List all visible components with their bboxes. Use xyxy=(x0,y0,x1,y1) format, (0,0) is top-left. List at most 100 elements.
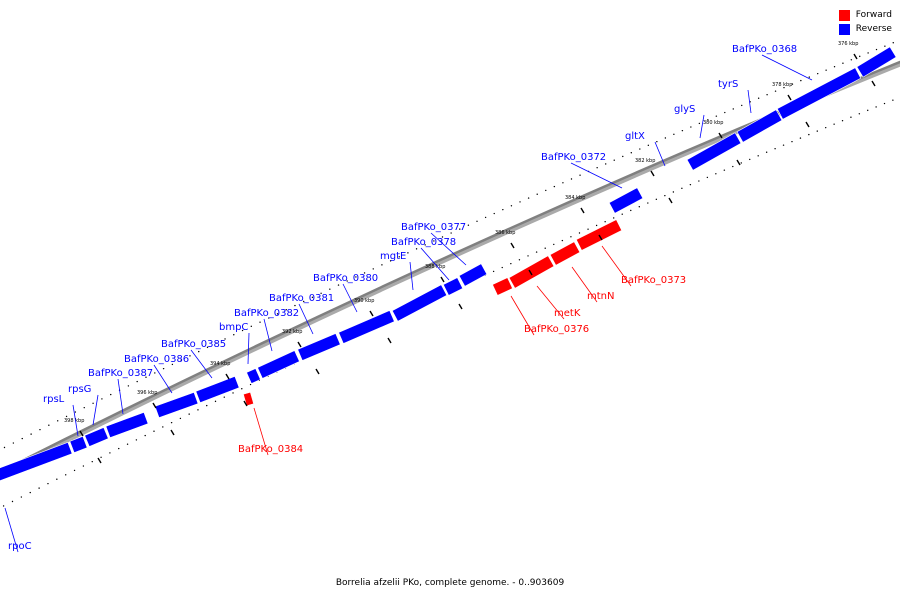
label-leader xyxy=(153,364,173,394)
tick-label: 390 kbp xyxy=(354,298,374,304)
track-dot xyxy=(741,104,743,107)
track-dot xyxy=(690,126,692,128)
track-dot xyxy=(647,202,649,204)
track-dot xyxy=(3,446,6,449)
label-leader xyxy=(117,378,124,415)
track-dot xyxy=(215,342,217,344)
track-dot xyxy=(415,248,418,250)
track-dot xyxy=(39,428,41,431)
track-dot xyxy=(604,163,607,165)
map-title: Borrelia afzelii PKo, complete genome. -… xyxy=(335,578,565,588)
track-dot xyxy=(126,443,129,445)
gene-label: metK xyxy=(554,308,581,319)
track-dot xyxy=(346,280,348,282)
track-dot xyxy=(153,430,155,432)
track-dot xyxy=(206,346,209,349)
label-leader xyxy=(654,141,666,167)
track-dot xyxy=(867,109,869,112)
track-dot xyxy=(579,174,581,176)
tick-label: 382 kbp xyxy=(635,158,655,164)
track-dot xyxy=(570,178,573,180)
tick-mark xyxy=(225,373,230,380)
tick-mark xyxy=(170,429,175,436)
track-dot xyxy=(502,208,504,211)
track-dot xyxy=(355,276,357,278)
track-dot xyxy=(527,255,529,257)
track-dot xyxy=(241,329,244,332)
track-dot xyxy=(398,256,400,258)
track-dot xyxy=(450,232,452,234)
tick-mark xyxy=(440,276,445,283)
track-dot xyxy=(799,137,802,139)
gene-label: rpoC xyxy=(8,541,32,552)
track-dot xyxy=(816,130,818,132)
tick-label: 392 kbp xyxy=(282,329,302,335)
track-dot xyxy=(91,460,93,463)
track-dot xyxy=(249,383,252,386)
track-dot xyxy=(732,108,734,110)
track-dot xyxy=(561,239,564,242)
track-dot xyxy=(180,359,182,361)
track-dot xyxy=(268,317,270,319)
label-leader xyxy=(601,245,632,287)
track-dot xyxy=(833,66,836,68)
track-dot xyxy=(689,183,692,186)
track-dot xyxy=(825,69,827,71)
feature-bafpko-0387 xyxy=(105,411,149,439)
track-dot xyxy=(621,213,623,215)
gene-label: BafPKo_0381 xyxy=(269,293,334,304)
track-dot xyxy=(765,151,768,153)
track-dot xyxy=(510,262,512,265)
tick-mark xyxy=(315,368,320,375)
track-dot xyxy=(527,197,530,199)
tick-mark xyxy=(152,402,157,409)
track-dot xyxy=(83,406,85,409)
tick-mark xyxy=(369,310,374,317)
track-dot xyxy=(867,52,869,54)
track-dot xyxy=(285,309,287,311)
tick-label: 378 kbp xyxy=(772,82,792,88)
track-dot xyxy=(656,140,658,143)
gene-label: BafPKo_0377 xyxy=(401,222,466,233)
gene-label: bmpC xyxy=(219,322,248,333)
gene-label: mtnN xyxy=(587,291,614,302)
track-dot xyxy=(892,42,894,44)
track-dot xyxy=(29,491,31,494)
tick-mark xyxy=(787,94,792,101)
tick-label: 396 kbp xyxy=(137,390,157,396)
forward-swatch xyxy=(838,9,850,21)
track-dot xyxy=(544,247,546,249)
track-dot xyxy=(407,252,409,254)
track-dot xyxy=(757,155,759,157)
feature-bafpko-0377 xyxy=(458,263,488,287)
track-dot xyxy=(21,437,23,440)
legend-forward-label: Forward xyxy=(855,10,892,20)
tick-label: 376 kbp xyxy=(838,41,858,47)
tick-mark xyxy=(243,400,248,407)
feature-bafpko-0384 xyxy=(242,391,255,407)
track-dot xyxy=(233,334,235,336)
track-dot xyxy=(101,398,103,400)
track-dot xyxy=(519,201,521,203)
track-dot xyxy=(791,83,794,85)
gene-label: BafPKo_0384 xyxy=(238,444,303,455)
track-dot xyxy=(604,220,606,223)
track-dot xyxy=(65,474,67,476)
track-dot xyxy=(808,133,810,136)
gene-label: BafPKo_0376 xyxy=(524,324,589,335)
gene-label: BafPKo_0372 xyxy=(541,152,606,163)
track-dot xyxy=(595,224,598,227)
track-dot xyxy=(136,380,138,383)
track-dot xyxy=(337,284,340,286)
track-dot xyxy=(372,268,374,270)
track-dot xyxy=(363,272,366,274)
track-dot xyxy=(38,487,40,489)
track-dot xyxy=(467,224,470,226)
tick-label: 398 kbp xyxy=(64,418,84,424)
track-dot xyxy=(545,189,547,192)
feature-gltx xyxy=(686,132,742,171)
track-dot xyxy=(232,392,234,394)
label-leader xyxy=(747,89,752,114)
track-dot xyxy=(510,205,513,207)
